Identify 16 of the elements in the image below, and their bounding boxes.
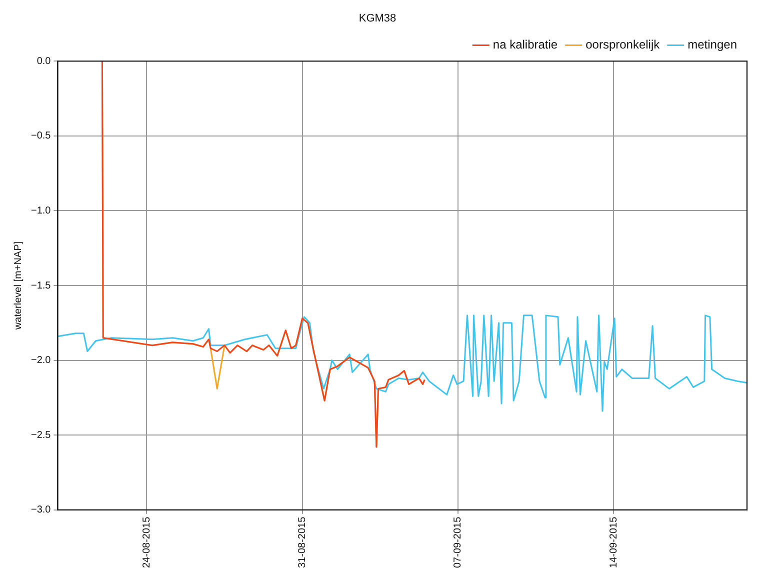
x-tick-label: 07-09-2015 xyxy=(452,516,464,568)
y-tick-label: −0.5 xyxy=(30,130,52,142)
chart-title: KGM38 xyxy=(358,12,396,25)
y-axis-title: waterlevel [m+NAP] xyxy=(12,241,24,331)
legend-label: oorspronkelijk xyxy=(586,38,661,52)
y-tick-label: −2.0 xyxy=(30,355,52,366)
y-tick-label: −2.5 xyxy=(30,430,52,441)
y-tick-label: −1.5 xyxy=(30,280,52,292)
legend-label: na kalibratie xyxy=(492,38,558,52)
x-tick-label: 14-09-2015 xyxy=(608,516,620,568)
legend-label: metingen xyxy=(688,38,738,52)
x-tick-label: 31-08-2015 xyxy=(297,516,308,568)
y-tick-label: −1.0 xyxy=(30,206,52,216)
y-tick-label: −3.0 xyxy=(30,504,52,516)
y-tick-label: 0.0 xyxy=(36,56,52,67)
x-tick-label: 24-08-2015 xyxy=(141,516,152,568)
